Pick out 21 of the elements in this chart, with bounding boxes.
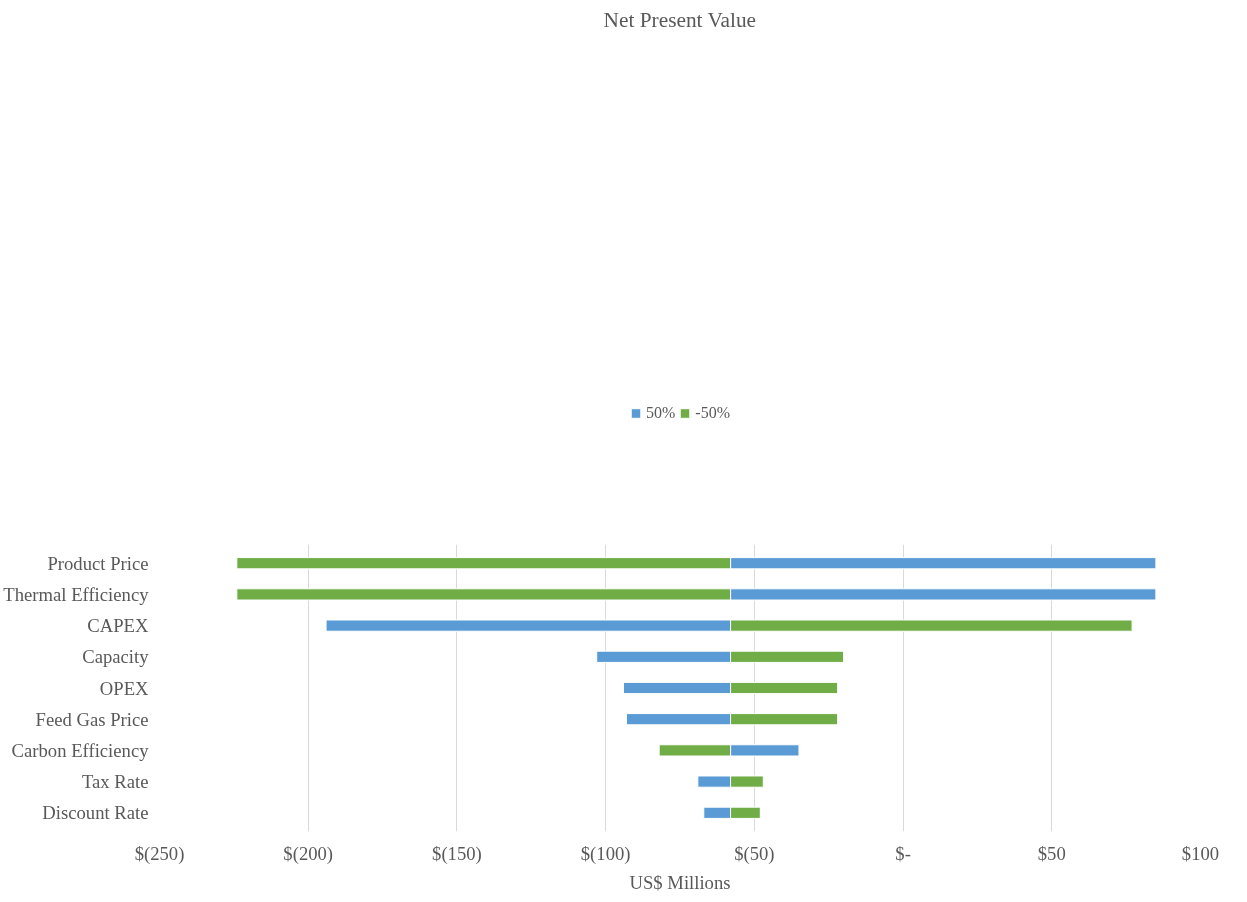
y-tick-label: CAPEX	[87, 615, 150, 637]
chart-title: Net Present Value	[603, 7, 757, 32]
x-tick-label: $(250)	[134, 842, 185, 865]
x-tick-label: $(200)	[283, 842, 334, 865]
x-tick-label: $(150)	[432, 842, 482, 865]
y-tick-label: OPEX	[99, 677, 150, 699]
x-tick-label: $(50)	[734, 842, 775, 865]
x-tick-label: $-	[895, 842, 911, 864]
y-tick-label: Thermal Efficiency	[3, 583, 150, 605]
x-tick-label: $100	[1181, 842, 1220, 864]
y-tick-label: Capacity	[82, 646, 150, 668]
legend-label: 50%	[646, 403, 676, 422]
y-tick-label: Carbon Efficiency	[11, 739, 150, 761]
x-tick-label: $(100)	[580, 842, 631, 865]
x-axis-title: US$ Millions	[629, 871, 731, 893]
x-tick-label: $50	[1037, 842, 1066, 864]
y-tick-label: Tax Rate	[81, 771, 149, 793]
y-tick-label: Discount Rate	[42, 802, 149, 824]
legend-label: -50%	[695, 403, 730, 422]
y-tick-label: Feed Gas Price	[35, 708, 149, 730]
y-tick-label: Product Price	[47, 552, 149, 574]
